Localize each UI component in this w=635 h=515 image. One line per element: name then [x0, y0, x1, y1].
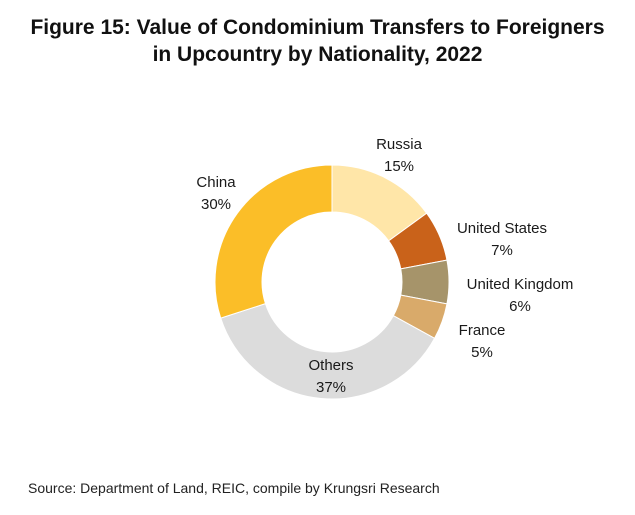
slice-label-russia: Russia: [376, 136, 423, 153]
chart-title-line-2: in Upcountry by Nationality, 2022: [152, 43, 483, 66]
slice-label-united-kingdom: United Kingdom: [467, 276, 574, 293]
slice-value-china: 30%: [201, 196, 231, 213]
slice-value-united-kingdom: 6%: [509, 298, 531, 315]
slice-value-russia: 15%: [384, 158, 414, 175]
slice-others: [220, 303, 436, 400]
source-note: Source: Department of Land, REIC, compil…: [28, 480, 440, 496]
slice-label-france: France: [459, 322, 506, 339]
slice-label-others: Others: [308, 357, 353, 374]
slice-value-others: 37%: [316, 379, 346, 396]
slice-label-united-states: United States: [457, 220, 547, 237]
chart-title: Figure 15: Value of Condominium Transfer…: [0, 14, 635, 68]
slice-label-china: China: [196, 174, 236, 191]
slice-value-france: 5%: [471, 344, 493, 361]
chart-title-line-1: Figure 15: Value of Condominium Transfer…: [30, 16, 605, 39]
slice-value-united-states: 7%: [491, 242, 513, 259]
slice-china: [214, 164, 333, 319]
